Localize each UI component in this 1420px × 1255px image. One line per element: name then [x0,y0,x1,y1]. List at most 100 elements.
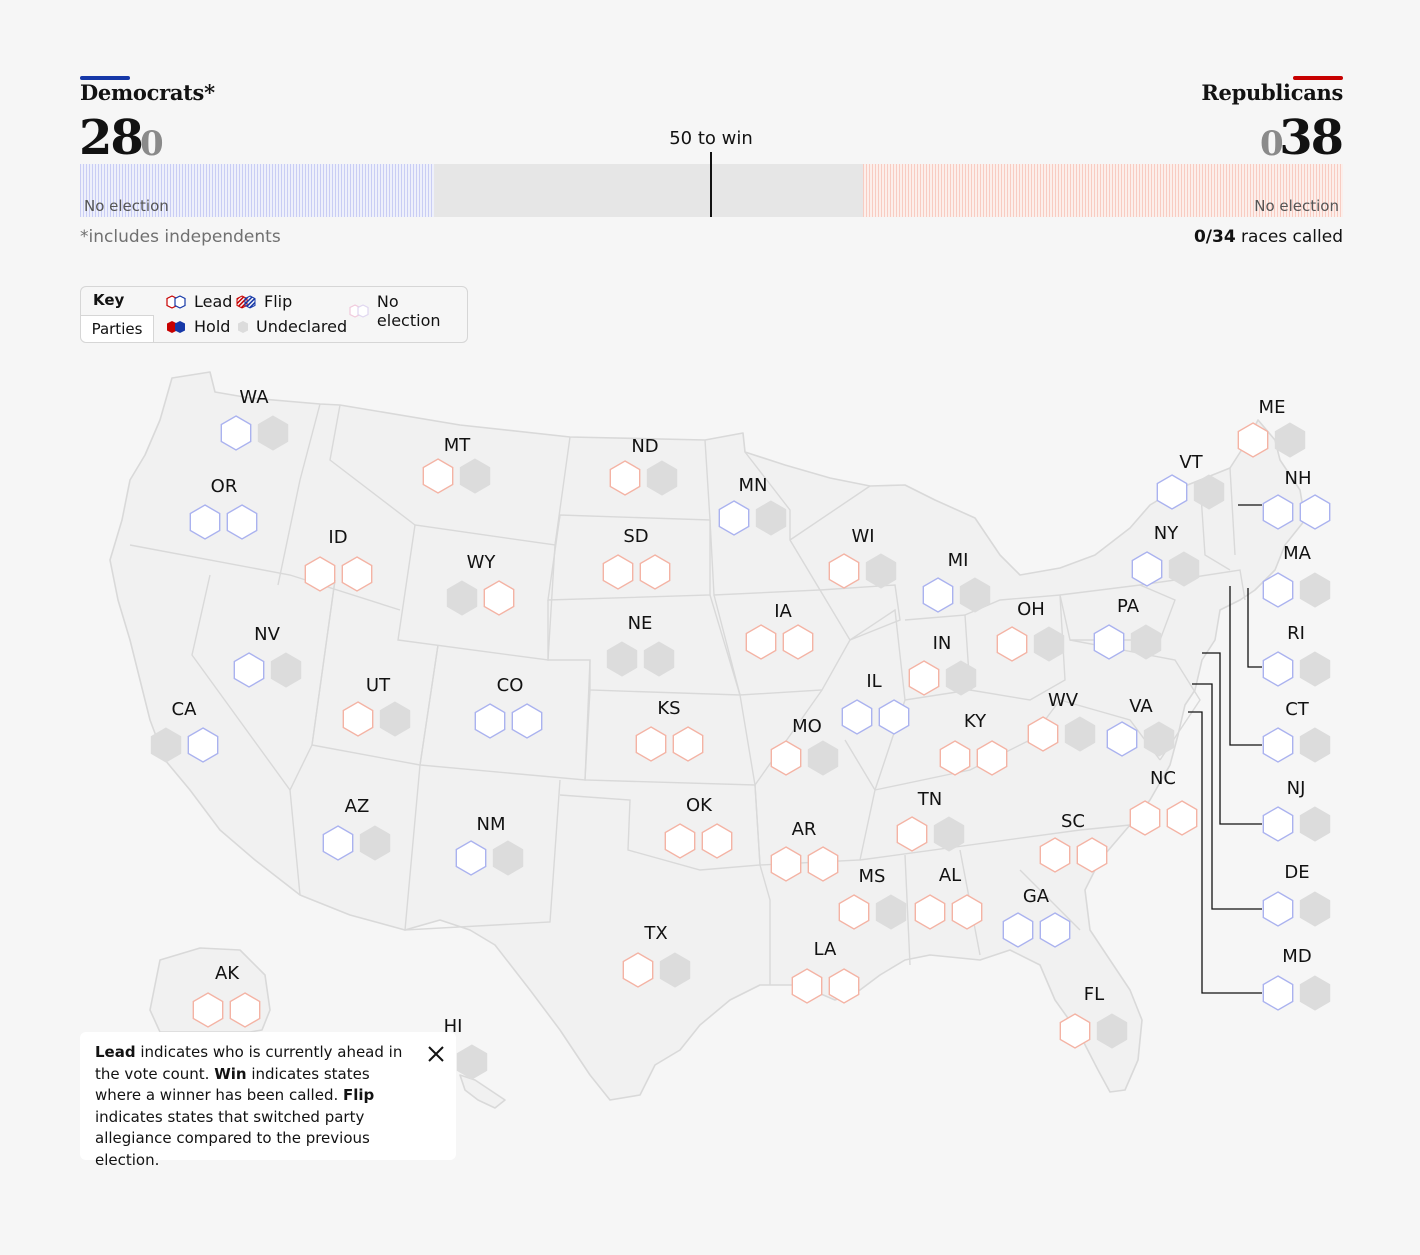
seat-hex-co-1[interactable] [474,703,506,739]
state-nd[interactable]: ND [609,436,678,496]
seat-hex-la-2[interactable] [828,968,860,1004]
seat-hex-mo-1[interactable] [770,740,802,776]
state-ks[interactable]: KS [635,698,704,762]
state-ne[interactable]: NE [606,613,675,677]
state-or[interactable]: OR [189,476,258,540]
seat-hex-wv-1[interactable] [1027,716,1059,752]
seat-hex-nc-1[interactable] [1129,800,1161,836]
state-ca[interactable]: CA [150,699,219,763]
seat-hex-co-2[interactable] [511,703,543,739]
state-ak[interactable]: AK [192,963,261,1028]
seat-hex-tx-2[interactable] [659,952,691,988]
seat-hex-va-1[interactable] [1106,721,1138,757]
seat-hex-tn-2[interactable] [933,816,965,852]
state-il[interactable]: IL [841,671,910,735]
seat-hex-nd-1[interactable] [609,460,641,496]
seat-hex-nm-2[interactable] [492,840,524,876]
state-sd[interactable]: SD [602,526,671,590]
seat-hex-mt-2[interactable] [459,458,491,494]
state-ut[interactable]: UT [342,675,411,737]
state-tn[interactable]: TN [896,789,965,852]
seat-hex-wa-2[interactable] [257,415,289,451]
seat-hex-ar-1[interactable] [770,846,802,882]
state-ky[interactable]: KY [939,711,1008,776]
seat-hex-sd-1[interactable] [602,554,634,590]
seat-hex-tx-1[interactable] [622,952,654,988]
seat-hex-ok-2[interactable] [701,823,733,859]
seat-hex-ca-1[interactable] [150,727,182,763]
seat-hex-nm-1[interactable] [455,840,487,876]
seat-hex-wi-1[interactable] [828,553,860,589]
state-va[interactable]: VA [1106,696,1175,757]
seat-hex-mi-2[interactable] [959,577,991,613]
seat-hex-ne-1[interactable] [606,641,638,677]
state-oh[interactable]: OH [996,599,1065,662]
seat-hex-il-2[interactable] [878,699,910,735]
seat-hex-vt-2[interactable] [1193,474,1225,510]
seat-hex-ct-1[interactable] [1262,727,1294,763]
seat-hex-pa-2[interactable] [1130,624,1162,660]
state-nv[interactable]: NV [233,624,302,688]
state-nc[interactable]: NC [1129,768,1198,836]
seat-hex-fl-1[interactable] [1059,1013,1091,1049]
seat-hex-oh-2[interactable] [1033,626,1065,662]
seat-hex-nj-1[interactable] [1262,806,1294,842]
seat-hex-oh-1[interactable] [996,626,1028,662]
state-fl[interactable]: FL [1059,984,1128,1049]
seat-hex-nv-2[interactable] [270,652,302,688]
state-nm[interactable]: NM [455,814,524,876]
seat-hex-hi-2[interactable] [456,1044,488,1080]
seat-hex-nh-1[interactable] [1262,494,1294,530]
seat-hex-pa-1[interactable] [1093,624,1125,660]
seat-hex-de-1[interactable] [1262,891,1294,927]
state-ct[interactable]: CT [1262,699,1331,763]
seat-hex-or-1[interactable] [189,504,221,540]
seat-hex-ga-2[interactable] [1039,912,1071,948]
close-icon[interactable] [426,1044,446,1064]
seat-hex-ma-2[interactable] [1299,572,1331,608]
state-md[interactable]: MD [1262,946,1331,1011]
state-co[interactable]: CO [474,675,543,739]
state-ms[interactable]: MS [838,866,907,930]
seat-hex-va-2[interactable] [1143,721,1175,757]
seat-hex-wy-1[interactable] [446,580,478,616]
seat-hex-wi-2[interactable] [865,553,897,589]
seat-hex-md-2[interactable] [1299,975,1331,1011]
seat-hex-in-1[interactable] [908,660,940,696]
seat-hex-ms-2[interactable] [875,894,907,930]
seat-hex-sc-1[interactable] [1039,837,1071,873]
state-ma[interactable]: MA [1262,543,1331,608]
seat-hex-al-2[interactable] [951,894,983,930]
seat-hex-fl-2[interactable] [1096,1013,1128,1049]
state-wa[interactable]: WA [220,387,289,451]
seat-hex-ia-1[interactable] [745,624,777,660]
state-id[interactable]: ID [304,527,373,592]
state-ny[interactable]: NY [1131,523,1200,587]
state-ar[interactable]: AR [770,819,839,882]
state-tx[interactable]: TX [622,923,691,988]
seat-hex-ks-1[interactable] [635,726,667,762]
state-ga[interactable]: GA [1002,886,1071,948]
state-wv[interactable]: WV [1027,690,1096,752]
seat-hex-ia-2[interactable] [782,624,814,660]
state-mo[interactable]: MO [770,716,839,776]
state-ri[interactable]: RI [1262,623,1331,687]
seat-hex-ak-2[interactable] [229,992,261,1028]
seat-hex-ky-2[interactable] [976,740,1008,776]
seat-hex-al-1[interactable] [914,894,946,930]
seat-hex-ne-2[interactable] [643,641,675,677]
seat-hex-ks-2[interactable] [672,726,704,762]
seat-hex-ma-1[interactable] [1262,572,1294,608]
state-mn[interactable]: MN [718,475,787,536]
state-pa[interactable]: PA [1093,596,1162,660]
seat-hex-de-2[interactable] [1299,891,1331,927]
seat-hex-ok-1[interactable] [664,823,696,859]
seat-hex-ak-1[interactable] [192,992,224,1028]
seat-hex-in-2[interactable] [945,660,977,696]
state-vt[interactable]: VT [1156,452,1225,510]
seat-hex-or-2[interactable] [226,504,258,540]
seat-hex-ca-2[interactable] [187,727,219,763]
seat-hex-vt-1[interactable] [1156,474,1188,510]
seat-hex-ct-2[interactable] [1299,727,1331,763]
seat-hex-md-1[interactable] [1262,975,1294,1011]
